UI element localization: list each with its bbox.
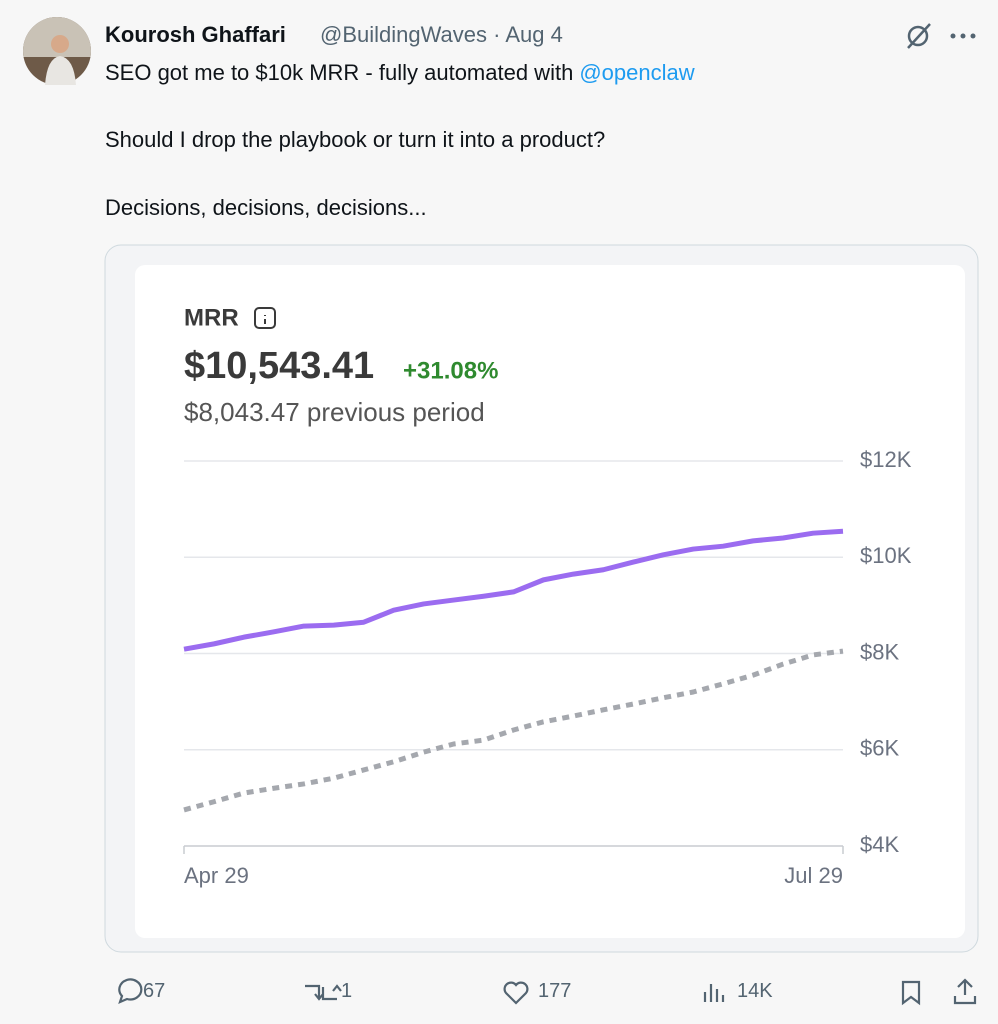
like-count[interactable]: 177 xyxy=(538,980,572,1002)
avatar[interactable] xyxy=(23,17,91,85)
meta[interactable]: @BuildingWaves · Aug 4 xyxy=(320,22,563,47)
series-line xyxy=(183,648,844,813)
mention[interactable]: @openclaw xyxy=(579,60,695,85)
paragraph: Decisions, decisions, decisions... xyxy=(105,195,427,220)
x-tick-label: Apr 29 xyxy=(184,863,249,888)
series-line xyxy=(183,528,844,652)
chart-title: MRR xyxy=(184,304,239,331)
change: +31.08% xyxy=(403,357,498,384)
y-tick-label: $12K xyxy=(860,447,912,472)
y-tick-label: $6K xyxy=(860,736,899,761)
y-tick-label: $10K xyxy=(860,543,912,568)
bookmark-icon[interactable] xyxy=(901,980,921,1006)
reply-icon[interactable] xyxy=(118,978,143,1004)
y-tick-label: $8K xyxy=(860,639,899,664)
y-tick-label: $4K xyxy=(860,832,899,857)
chart-subtitle: $8,043.47 previous period xyxy=(184,397,485,427)
grok-icon[interactable] xyxy=(907,23,931,49)
view-count[interactable]: 14K xyxy=(737,980,773,1002)
tweet-line: SEO got me to $10k MRR - fully automated… xyxy=(105,60,695,86)
headline-value: $10,543.41 xyxy=(184,345,374,387)
reply-count[interactable]: 67 xyxy=(143,980,166,1002)
paragraph: Should I drop the playbook or turn it in… xyxy=(105,127,606,152)
author-name[interactable]: Kourosh Ghaffari xyxy=(105,22,286,47)
repost-count[interactable]: 1 xyxy=(341,980,353,1002)
views-icon[interactable] xyxy=(703,984,725,1002)
info-icon xyxy=(254,307,276,329)
like-icon[interactable] xyxy=(503,981,529,1005)
x-tick-label: Jul 29 xyxy=(784,863,843,888)
text: SEO got me to $10k MRR - fully automated… xyxy=(105,60,574,85)
chart: $4K $6K $8K $10K $12K Apr 29 Jul 29 xyxy=(183,447,912,888)
chart-card xyxy=(135,265,965,938)
action-icons xyxy=(118,978,977,1006)
repost-icon[interactable] xyxy=(305,984,342,1001)
more-icon[interactable] xyxy=(950,33,976,39)
share-icon[interactable] xyxy=(953,978,977,1005)
